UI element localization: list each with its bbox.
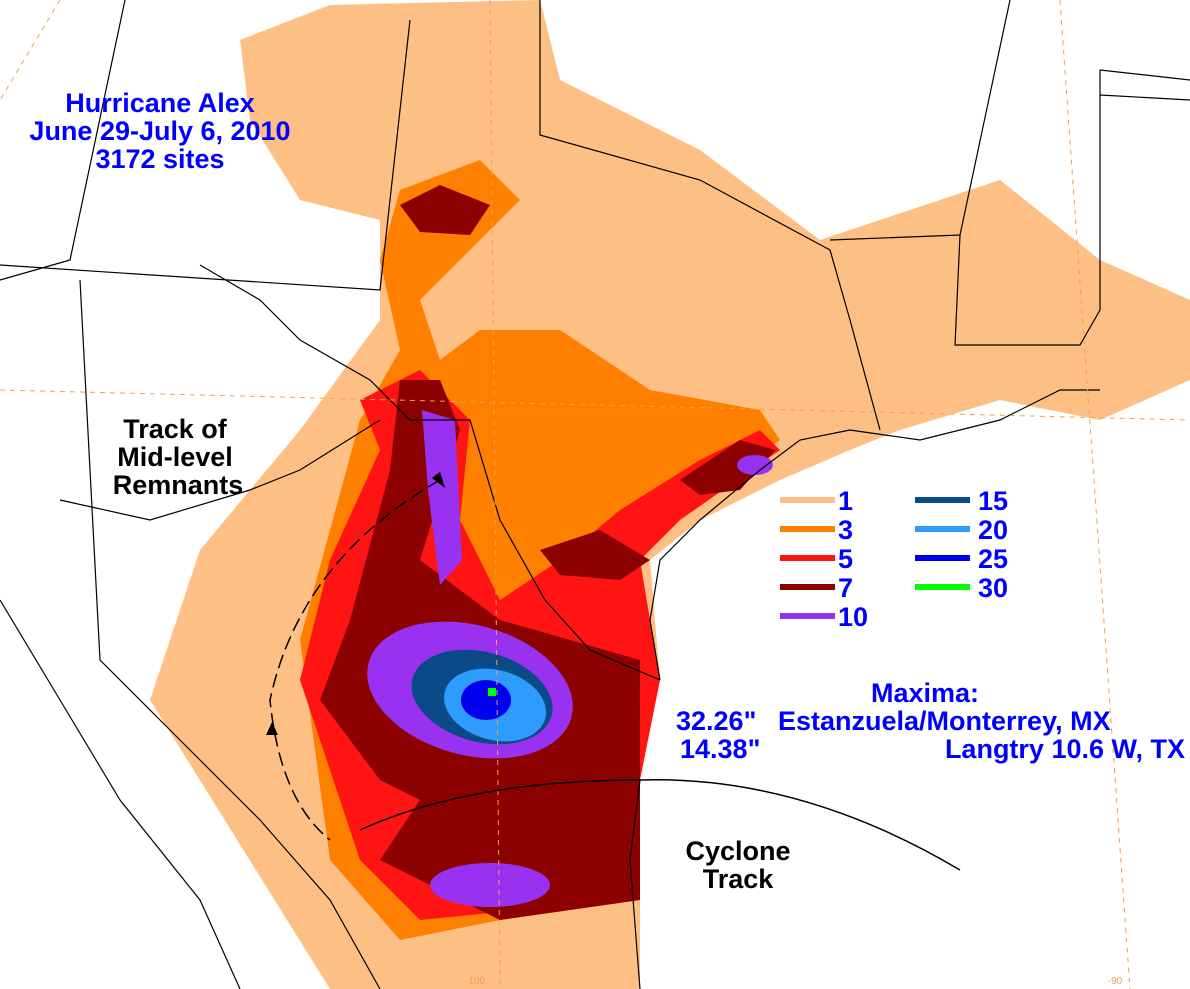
contour-10 <box>737 455 773 475</box>
maxima-heading: Maxima: <box>871 678 979 708</box>
contour-7 <box>680 440 775 495</box>
maxima-place: Estanzuela/Monterrey, MX <box>778 706 1111 736</box>
cyclone-track <box>359 779 961 871</box>
label: Track <box>703 864 775 894</box>
track-arrow <box>266 722 278 735</box>
legend-label: 10 <box>838 602 868 632</box>
legend-label: 20 <box>978 515 1008 545</box>
contour-25 <box>461 680 511 720</box>
title: Hurricane Alex <box>65 88 255 118</box>
legend-label: 7 <box>838 573 853 603</box>
legend-label: 25 <box>978 544 1008 574</box>
maxima-amount: 32.26" <box>676 706 756 736</box>
legend-label: 1 <box>838 486 853 516</box>
legend-label: 15 <box>978 486 1008 516</box>
title: June 29-July 6, 2010 <box>29 116 290 146</box>
title: 3172 sites <box>95 144 224 174</box>
state-border <box>0 0 1190 681</box>
rainfall-contours <box>150 0 1190 989</box>
longitude-label: -90 <box>1108 976 1123 987</box>
legend-label: 5 <box>838 544 853 574</box>
contour-10 <box>422 410 462 585</box>
maxima-amount: 14.38" <box>680 734 760 764</box>
legend-label: 3 <box>838 515 853 545</box>
remnant-track <box>269 479 441 841</box>
label: Track of <box>123 414 228 444</box>
track-arrow <box>432 472 445 488</box>
legend-label: 30 <box>978 573 1008 603</box>
country-border <box>0 279 1100 989</box>
contour-30 <box>488 688 496 696</box>
coastline <box>629 779 641 989</box>
longitude-label: -100 <box>465 976 485 987</box>
contour-7 <box>400 185 490 235</box>
label: Remnants <box>113 470 244 500</box>
maxima-place: Langtry 10.6 W, TX <box>945 734 1185 764</box>
label: Cyclone <box>685 836 790 866</box>
contour-7 <box>540 530 650 580</box>
contour-10 <box>430 863 550 907</box>
label: Mid-level <box>117 442 233 472</box>
